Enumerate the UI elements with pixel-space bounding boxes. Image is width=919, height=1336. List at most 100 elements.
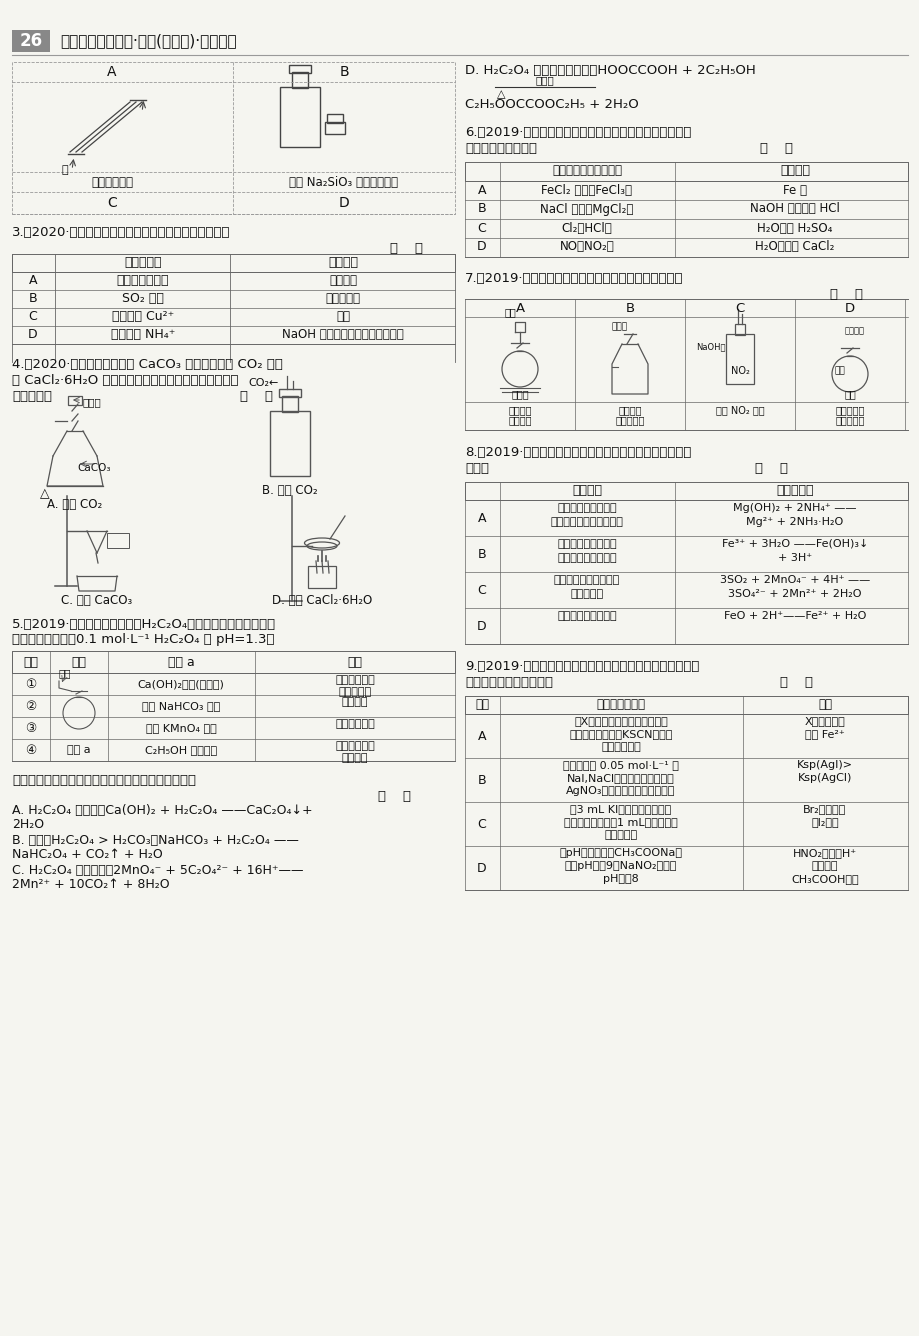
Text: 溶液褪色，产: 溶液褪色，产 xyxy=(335,675,374,685)
Bar xyxy=(269,411,310,476)
Text: 向沸水中滴加氯化铁: 向沸水中滴加氯化铁 xyxy=(557,538,616,549)
Text: 向氯化镁悬浊液中滴: 向氯化镁悬浊液中滴 xyxy=(557,502,616,513)
Text: 溶液中的 Cu²⁺: 溶液中的 Cu²⁺ xyxy=(112,310,174,323)
Text: Mg²⁺ + 2NH₃·H₂O: Mg²⁺ + 2NH₃·H₂O xyxy=(745,517,843,526)
Text: 浓度的溶液: 浓度的溶液 xyxy=(615,415,644,425)
Text: 二氧化硫使酸性高锰酸: 二氧化硫使酸性高锰酸 xyxy=(553,574,619,585)
Bar xyxy=(324,122,345,134)
Text: 试剂 a: 试剂 a xyxy=(167,656,194,668)
Text: Mg(OH)₂ + 2NH₄⁺ ——: Mg(OH)₂ + 2NH₄⁺ —— xyxy=(732,502,856,513)
Text: D: D xyxy=(477,240,486,254)
Text: A: A xyxy=(477,183,486,196)
Text: 5.［2019·北京卷］探究草酸（H₂C₂O₄）性质，进行如下实验。: 5.［2019·北京卷］探究草酸（H₂C₂O₄）性质，进行如下实验。 xyxy=(12,617,276,631)
Bar xyxy=(282,395,298,411)
Text: 配制一定: 配制一定 xyxy=(618,405,641,415)
Text: 加氯化铵溶液，沉淀溶解: 加氯化铵溶液，沉淀溶解 xyxy=(550,517,623,526)
Text: A. 制备 CO₂: A. 制备 CO₂ xyxy=(47,497,103,510)
Text: 加热后产生有: 加热后产生有 xyxy=(335,741,374,751)
Text: 水，振荡，再滴加1 mL淀粉溶液，: 水，振荡，再滴加1 mL淀粉溶液， xyxy=(563,818,677,827)
Text: D. H₂C₂O₄ 可发生酯化反应，HOOCCOOH + 2C₂H₅OH: D. H₂C₂O₄ 可发生酯化反应，HOOCCOOH + 2C₂H₅OH xyxy=(464,64,754,76)
Text: （    ）: （ ） xyxy=(829,289,862,302)
Text: 浓硫酸: 浓硫酸 xyxy=(511,389,528,399)
Text: ②: ② xyxy=(26,700,37,712)
Text: 除杂试剂: 除杂试剂 xyxy=(779,164,809,178)
Text: 6.［2019·北京卷］下列除杂试剂选用正确且除杂过程不涉: 6.［2019·北京卷］下列除杂试剂选用正确且除杂过程不涉 xyxy=(464,126,690,139)
Text: D: D xyxy=(477,620,486,632)
Bar xyxy=(12,29,50,52)
Text: 现象: 现象 xyxy=(347,656,362,668)
Text: 9.［2019·江苏卷］室温下进行下列实验，根据实验操作和现: 9.［2019·江苏卷］室温下进行下列实验，根据实验操作和现 xyxy=(464,660,698,672)
Text: C₂H₅OOCCOOC₂H₅ + 2H₂O: C₂H₅OOCCOOC₂H₅ + 2H₂O xyxy=(464,98,638,111)
Text: 8.［2019·天津卷］下列离子方程式能用来解释相应实验现: 8.［2019·天津卷］下列离子方程式能用来解释相应实验现 xyxy=(464,445,690,458)
Text: 生白色沉淀: 生白色沉淀 xyxy=(338,687,371,697)
Text: 用pH试纸测得：CH₃COONa溶: 用pH试纸测得：CH₃COONa溶 xyxy=(559,848,682,858)
Text: NaOH 溶液，稀 HCl: NaOH 溶液，稀 HCl xyxy=(749,203,839,215)
Text: 使溴水褪色: 使溴水褪色 xyxy=(834,415,864,425)
Text: 的能力比: 的能力比 xyxy=(811,860,837,871)
Text: NO₂: NO₂ xyxy=(730,366,749,375)
Text: AgNO₃溶液，有黄色沉淀先生成: AgNO₃溶液，有黄色沉淀先生成 xyxy=(566,786,675,796)
Text: 验目的的是: 验目的的是 xyxy=(12,390,52,402)
Text: 待检验物质: 待检验物质 xyxy=(124,257,162,270)
Text: 酸性 KMnO₄ 溶液: 酸性 KMnO₄ 溶液 xyxy=(145,723,216,733)
Text: 选项: 选项 xyxy=(474,699,489,712)
Text: A: A xyxy=(477,512,486,525)
Text: A. H₂C₂O₄ 有酸性，Ca(OH)₂ + H₂C₂O₄ ——CaC₂O₄↓+: A. H₂C₂O₄ 有酸性，Ca(OH)₂ + H₂C₂O₄ ——CaC₂O₄↓… xyxy=(12,804,312,818)
Bar xyxy=(107,533,129,548)
Text: 液的pH约为9，NaNO₂溶液的: 液的pH约为9，NaNO₂溶液的 xyxy=(564,860,676,871)
Text: 含有 Fe²⁺: 含有 Fe²⁺ xyxy=(804,729,844,739)
Text: 乙醇: 乙醇 xyxy=(504,307,516,317)
Text: （    ）: （ ） xyxy=(390,242,423,254)
Bar xyxy=(279,87,320,147)
Text: CaCO₃: CaCO₃ xyxy=(77,464,110,473)
Text: 象的是: 象的是 xyxy=(464,461,489,474)
Text: 试剂 a: 试剂 a xyxy=(67,745,91,755)
Bar xyxy=(12,254,455,273)
Text: ③: ③ xyxy=(26,721,37,735)
Text: A: A xyxy=(108,65,117,79)
Text: 26: 26 xyxy=(19,32,42,49)
Text: ①: ① xyxy=(26,677,37,691)
Bar xyxy=(68,395,82,405)
Text: B: B xyxy=(28,293,38,306)
Text: 实验操作和现象: 实验操作和现象 xyxy=(596,699,645,712)
Bar xyxy=(291,72,308,88)
Bar xyxy=(734,325,744,335)
Bar xyxy=(725,334,754,383)
Bar xyxy=(464,162,907,180)
Text: NO（NO₂）: NO（NO₂） xyxy=(559,240,614,254)
Text: C: C xyxy=(28,310,38,323)
Text: 刻度线: 刻度线 xyxy=(611,322,628,331)
Text: （    ）: （ ） xyxy=(754,461,788,474)
Text: C₂H₅OH 和浓硫酸: C₂H₅OH 和浓硫酸 xyxy=(145,745,217,755)
Bar xyxy=(278,389,301,397)
Text: 二轮专题复习战略·化学(新高考)·学生用书: 二轮专题复习战略·化学(新高考)·学生用书 xyxy=(60,33,236,48)
Text: （    ）: （ ） xyxy=(378,791,411,803)
Text: 溶液显蓝色: 溶液显蓝色 xyxy=(604,830,637,840)
Bar xyxy=(464,696,907,713)
Text: FeO + 2H⁺——Fe²⁺ + H₂O: FeO + 2H⁺——Fe²⁺ + H₂O xyxy=(723,611,866,621)
Text: 装置: 装置 xyxy=(72,656,86,668)
Text: 和食盐水: 和食盐水 xyxy=(844,326,864,335)
Text: NaOH 溶液，湿润的蓝色石蕊试纸: NaOH 溶液，湿润的蓝色石蕊试纸 xyxy=(282,329,403,342)
Text: 酸和乙醇: 酸和乙醇 xyxy=(507,415,531,425)
Text: C: C xyxy=(477,222,486,235)
Text: 离子方程式: 离子方程式 xyxy=(776,485,813,497)
Text: 振荡，再加入少量KSCN溶液，: 振荡，再加入少量KSCN溶液， xyxy=(569,729,672,739)
Text: B: B xyxy=(477,548,486,561)
Text: 向X溶液中滴加几滴新制氯水，: 向X溶液中滴加几滴新制氯水， xyxy=(573,716,667,725)
Text: 浓硫酸: 浓硫酸 xyxy=(535,75,554,86)
Text: Fe 粉: Fe 粉 xyxy=(782,183,806,196)
Text: C: C xyxy=(107,196,117,210)
Text: 产生气泡: 产生气泡 xyxy=(341,697,368,707)
Text: NaCl 溶液（MgCl₂）: NaCl 溶液（MgCl₂） xyxy=(539,203,633,215)
Text: C. H₂C₂O₄ 有还原性，2MnO₄⁻ + 5C₂O₄²⁻ + 16H⁺——: C. H₂C₂O₄ 有还原性，2MnO₄⁻ + 5C₂O₄²⁻ + 16H⁺—— xyxy=(12,864,303,878)
Text: （    ）: （ ） xyxy=(759,142,792,155)
Text: Cl₂（HCl）: Cl₂（HCl） xyxy=(561,222,612,235)
Text: 7.［2019·天津卷］下列实验操作或装置能达到目的的是: 7.［2019·天津卷］下列实验操作或装置能达到目的的是 xyxy=(464,273,683,286)
Text: 得 CaCl₂·6H₂O 晶体。下列图示装置和原理不能达到实: 得 CaCl₂·6H₂O 晶体。下列图示装置和原理不能达到实 xyxy=(12,374,238,386)
Text: D: D xyxy=(28,329,38,342)
Text: + 3H⁺: + 3H⁺ xyxy=(777,553,811,562)
Text: 及氧化还原反应的是: 及氧化还原反应的是 xyxy=(464,142,537,155)
Text: 淀粉溶液: 淀粉溶液 xyxy=(329,274,357,287)
